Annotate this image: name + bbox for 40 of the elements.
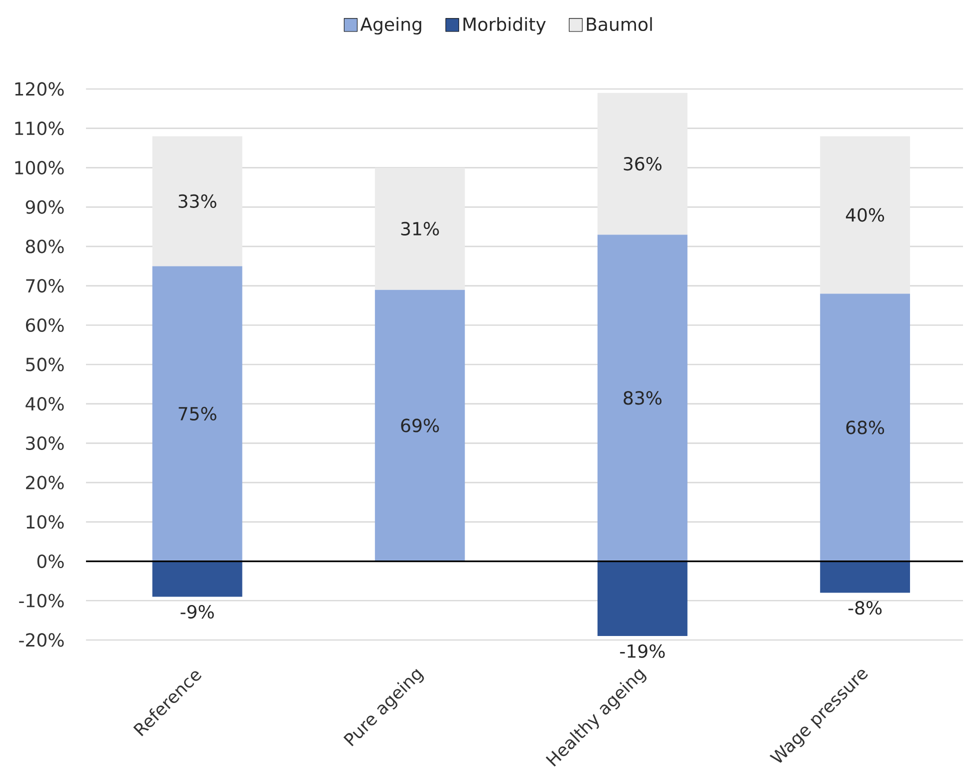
legend-label: Morbidity <box>464 17 546 35</box>
bar <box>820 136 910 294</box>
bar <box>598 92 688 235</box>
data-label: 83% <box>624 391 662 405</box>
data-label: -19% <box>620 644 665 658</box>
bar <box>598 561 688 636</box>
y-tick-label: 110% <box>15 122 64 136</box>
data-label: 68% <box>846 420 884 434</box>
y-tick-label: 50% <box>26 358 64 372</box>
bar <box>152 136 242 266</box>
bar <box>152 561 242 597</box>
bar <box>820 294 910 562</box>
y-tick-label: 90% <box>26 200 64 214</box>
data-label: -9% <box>180 604 214 619</box>
y-tick-label: 30% <box>26 436 64 450</box>
data-label: 40% <box>846 208 884 222</box>
y-tick-label: 10% <box>26 515 64 529</box>
y-tick-label: 80% <box>26 240 64 254</box>
y-tick-label: 120% <box>15 82 64 96</box>
y-tick-label: 40% <box>26 397 64 411</box>
y-tick-label: 70% <box>26 278 64 293</box>
bar <box>152 266 242 562</box>
legend-label: Ageing <box>360 17 422 35</box>
y-tick-label: 100% <box>15 160 64 175</box>
y-tick-label: -10% <box>19 594 64 608</box>
y-tick-label: -20% <box>19 633 64 647</box>
bar <box>374 290 465 562</box>
bar <box>598 234 688 562</box>
bar <box>820 561 910 593</box>
legend-label: Baumol <box>586 17 652 32</box>
bar <box>374 168 465 290</box>
y-tick-label: 0% <box>37 554 64 568</box>
data-label: 69% <box>401 418 439 432</box>
data-label: 36% <box>624 156 662 171</box>
y-tick-label: 60% <box>26 318 64 332</box>
y-tick-label: 20% <box>26 476 64 490</box>
data-label: 33% <box>178 194 216 208</box>
data-label: 75% <box>178 406 216 420</box>
data-label: -8% <box>848 601 882 615</box>
data-label: 31% <box>401 222 439 236</box>
